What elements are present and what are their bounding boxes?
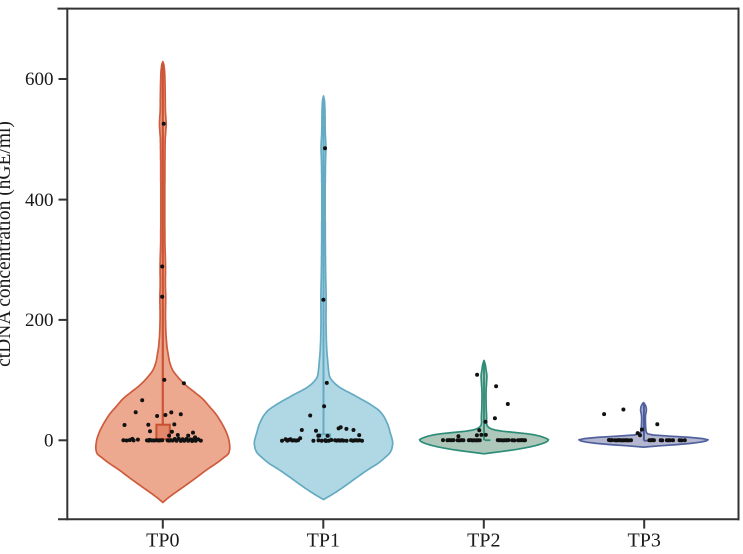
svg-text:0: 0: [44, 431, 54, 452]
svg-text:400: 400: [25, 190, 54, 211]
svg-text:ctDNA concentration (hGE/ml): ctDNA concentration (hGE/ml): [0, 121, 15, 367]
svg-text:TP2: TP2: [467, 530, 500, 552]
svg-text:200: 200: [25, 310, 54, 331]
svg-text:TP1: TP1: [307, 530, 340, 552]
svg-text:TP3: TP3: [628, 530, 661, 552]
svg-text:600: 600: [25, 69, 54, 90]
svg-text:TP0: TP0: [146, 530, 179, 552]
